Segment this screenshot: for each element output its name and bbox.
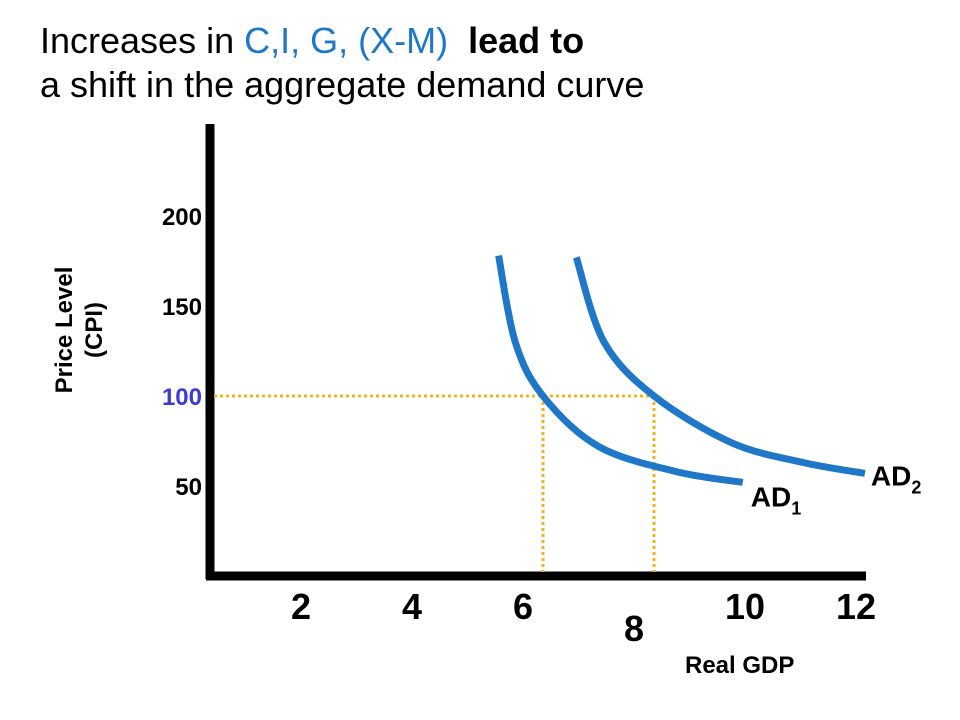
y-tick-200: 200	[162, 204, 202, 231]
x-tick-12: 12	[836, 586, 876, 627]
ad-label-subscript: 1	[791, 498, 801, 518]
title-line-1: Increases in C,I, G, (X-M) lead to	[40, 20, 584, 62]
ad-curve-2	[572, 256, 866, 477]
title-text-1: Increases in	[40, 20, 245, 61]
ad-label-name: AD	[871, 460, 911, 491]
title-highlight: C,I, G, (X-M)	[244, 20, 449, 61]
y-axis-label-line-1: Price Level	[51, 266, 78, 394]
ad-label-name: AD	[751, 481, 791, 512]
x-tick-2: 2	[291, 586, 311, 627]
ad-label-1: AD1	[751, 481, 801, 518]
x-tick-6: 6	[513, 586, 533, 627]
y-tick-50: 50	[175, 474, 202, 501]
y-tick-100: 100	[162, 384, 202, 411]
ad-curve-1	[495, 254, 744, 486]
y-axis-label-line-2: (CPI)	[81, 302, 108, 358]
x-axis-label: Real GDP	[685, 652, 795, 679]
y-axis-label: Price Level (CPI)	[50, 267, 110, 394]
ad-label-2: AD2	[871, 460, 921, 497]
title-line-2: a shift in the aggregate demand curve	[40, 64, 645, 105]
x-tick-4: 4	[402, 586, 422, 627]
x-tick-10: 10	[725, 586, 765, 627]
title-text-2: lead to	[468, 20, 585, 61]
ad-label-subscript: 2	[911, 477, 921, 497]
y-tick-150: 150	[162, 294, 202, 321]
x-tick-8: 8	[624, 608, 644, 649]
